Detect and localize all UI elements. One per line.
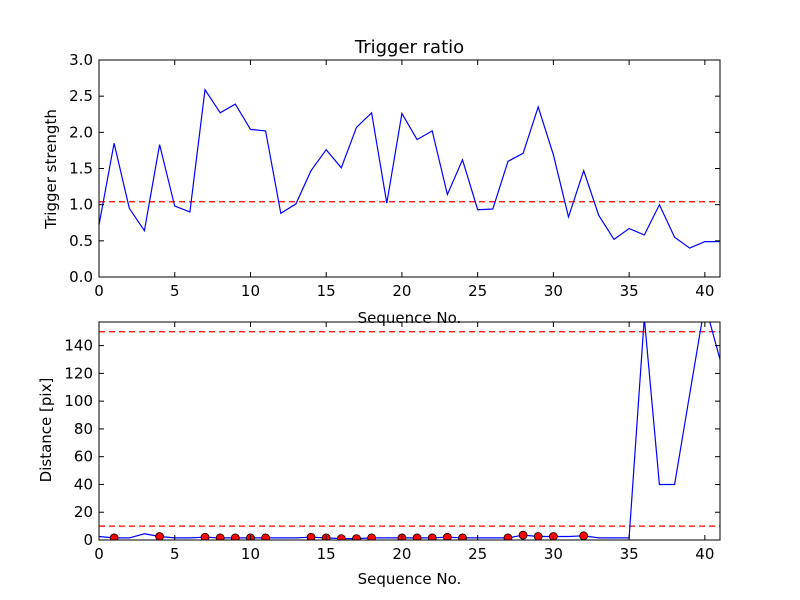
series-line-bottom-0 [99, 322, 720, 540]
data-point-marker [215, 533, 225, 540]
y-tick-label: 140 [64, 337, 93, 355]
x-tick-label: 10 [241, 282, 260, 300]
x-axis-label-bottom: Sequence No. [358, 570, 462, 588]
data-point-marker [458, 533, 467, 540]
data-point-marker [518, 530, 528, 540]
axes-frame-top [98, 59, 721, 278]
x-tick-label: 35 [620, 282, 639, 300]
y-tick-label: 2.0 [69, 123, 93, 141]
data-point-marker [533, 532, 543, 540]
x-tick-label: 25 [468, 282, 487, 300]
plot-area-bottom [99, 322, 720, 540]
data-point-marker [412, 533, 422, 540]
x-tick-label: 20 [392, 282, 411, 300]
data-point-marker [306, 532, 316, 540]
y-tick-label: 100 [64, 392, 93, 410]
y-tick-label: 20 [74, 503, 93, 521]
plot-bottom: 0 5 10 15 20 25 30 35 40 0 20 40 60 80 100 120 140 [64, 321, 721, 563]
y-tick-label: 80 [74, 420, 93, 438]
y-tick-label: 0.5 [69, 232, 93, 250]
y-tick-label: 120 [64, 364, 93, 382]
x-tick-label: 15 [317, 545, 336, 563]
x-tick-label: 10 [241, 545, 260, 563]
y-tick-label: 2.5 [69, 87, 93, 105]
x-tick-label: 20 [392, 545, 411, 563]
data-point-marker [367, 533, 377, 540]
x-axis-label-top: Sequence No. [358, 309, 462, 327]
y-axis-label-bottom: Distance [pix] [37, 378, 55, 483]
x-tick-label: 30 [544, 282, 563, 300]
y-tick-label: 0.0 [69, 268, 93, 286]
x-tick-label: 25 [468, 545, 487, 563]
x-tick-label: 30 [544, 545, 563, 563]
y-tick-label: 0 [83, 531, 93, 549]
series-line-top-0 [99, 88, 720, 249]
plot-top: 0 5 10 15 20 25 30 35 40 0.0 0.5 1.0 1.5 2.0 2.5 3.0 [69, 51, 721, 300]
y-tick-label: 1.0 [69, 196, 93, 214]
plot-area-top [99, 88, 720, 249]
y-tick-label: 60 [74, 448, 93, 466]
data-point-marker [352, 534, 361, 540]
data-point-marker [261, 533, 271, 540]
y-axis-label-top: Trigger strength [42, 109, 60, 230]
data-point-marker [427, 533, 437, 540]
data-point-marker [503, 533, 513, 540]
x-tick-label: 0 [94, 282, 104, 300]
data-point-marker [230, 533, 240, 540]
y-tick-label: 3.0 [69, 51, 93, 69]
chart-title-top: Trigger ratio [354, 37, 464, 58]
x-tick-label: 5 [170, 282, 180, 300]
axes-frame-bottom [98, 321, 721, 541]
x-tick-label: 35 [620, 545, 639, 563]
x-tick-label: 5 [170, 545, 180, 563]
data-point-marker [442, 532, 452, 540]
data-point-marker [579, 531, 589, 540]
x-tick-label: 40 [695, 282, 714, 300]
x-tick-label: 15 [317, 282, 336, 300]
data-point-marker [109, 533, 119, 540]
y-tick-label: 1.5 [69, 160, 93, 178]
data-point-marker [336, 534, 346, 540]
data-point-marker [200, 532, 210, 540]
y-tick-label: 40 [74, 475, 93, 493]
data-point-marker [155, 532, 164, 540]
x-tick-label: 0 [94, 545, 104, 563]
x-tick-label: 40 [695, 545, 714, 563]
